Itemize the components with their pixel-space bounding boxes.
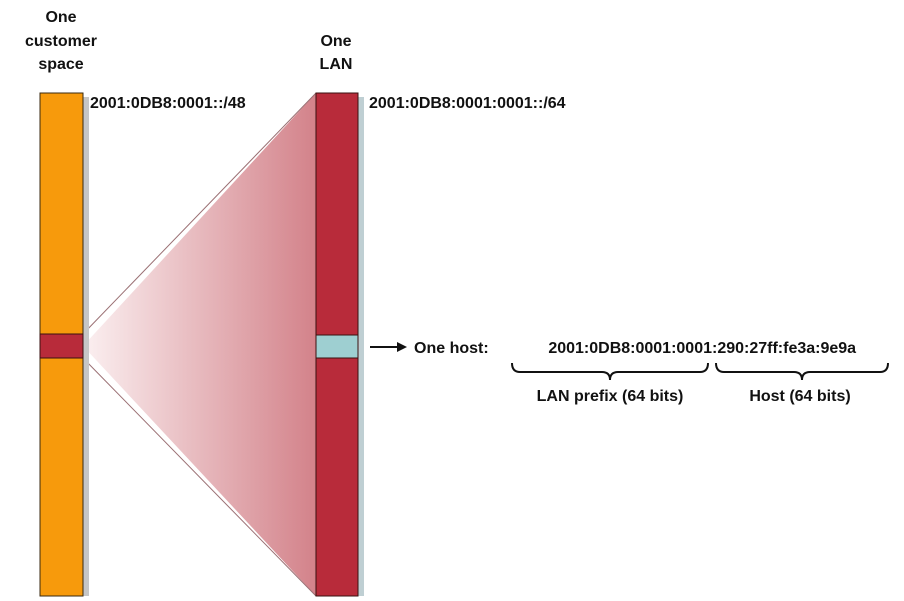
host-address-host-part: :290:27ff:fe3a:9e9a — [712, 340, 856, 357]
lan-prefix-brace — [511, 362, 709, 381]
customer-space-lan-slice — [39, 333, 84, 359]
lan-heading-line2: LAN — [320, 56, 353, 73]
host-label: One host: — [414, 340, 489, 357]
host-brace-label: Host (64 bits) — [749, 388, 850, 405]
customer-prefix-label: 2001:0DB8:0001::/48 — [90, 95, 246, 112]
lan-host-slice — [315, 334, 359, 359]
host-brace — [715, 362, 889, 381]
host-arrow-head — [397, 342, 407, 352]
zoom-fan — [83, 93, 316, 596]
customer-space-heading-line3: space — [38, 56, 83, 73]
zoom-fan-top-edge — [82, 92, 317, 335]
host-address-lan-part: 2001:0DB8:0001:0001 — [548, 340, 712, 357]
zoom-fan-bottom-edge — [82, 357, 317, 597]
lan-bar-shadow — [358, 97, 364, 596]
customer-space-heading-line2: customer — [25, 33, 97, 50]
lan-prefix-brace-label: LAN prefix (64 bits) — [537, 388, 684, 405]
lan-prefix-label: 2001:0DB8:0001:0001::/64 — [369, 95, 566, 112]
lan-heading-line1: One — [320, 33, 351, 50]
customer-space-heading-line1: One — [45, 9, 76, 26]
customer-space-bar-shadow — [83, 97, 89, 596]
